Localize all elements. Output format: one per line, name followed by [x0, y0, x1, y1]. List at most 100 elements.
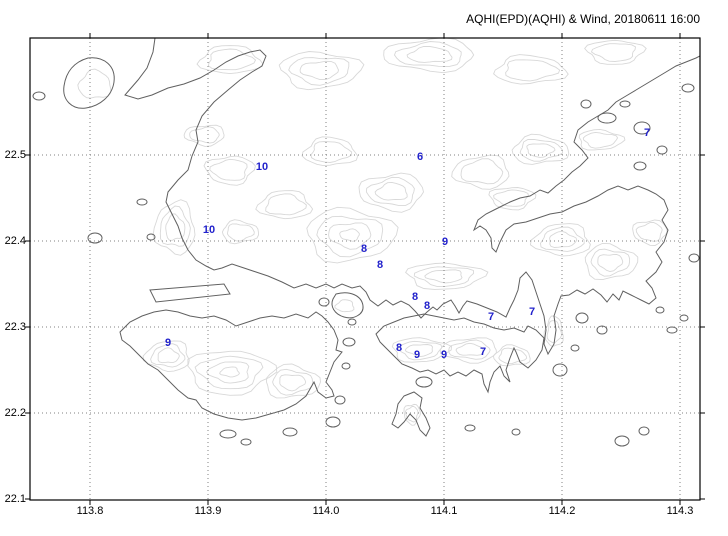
island-outline [240, 438, 252, 446]
x-tick-label: 113.9 [194, 505, 222, 517]
station-aqhi-value: 10 [255, 161, 269, 173]
contour-line [272, 368, 314, 396]
y-tick-label: 22.3 [4, 321, 26, 333]
contour-line [439, 337, 497, 364]
island-outline [679, 314, 689, 322]
contour-line [383, 38, 475, 74]
contour-line [549, 230, 578, 248]
island-outline [633, 161, 647, 171]
contour-line [77, 68, 112, 99]
contour-line [279, 374, 307, 392]
island-outline [656, 145, 668, 155]
contour-line [460, 158, 504, 185]
station-aqhi-value: 7 [643, 127, 651, 139]
gridlines [30, 38, 700, 500]
island-outline [638, 426, 650, 436]
station-aqhi-value: 7 [487, 311, 495, 323]
station-aqhi-value: 6 [416, 151, 424, 163]
island-outline [341, 362, 351, 370]
contour-line [448, 339, 491, 360]
coastline-path [149, 283, 231, 303]
island-outline [511, 428, 521, 436]
contour-line [424, 269, 463, 284]
coastlines [32, 38, 700, 447]
y-tick-label: 22.2 [4, 407, 26, 419]
contour-line [209, 158, 248, 181]
terrain-contours [77, 38, 668, 426]
contour-line [526, 143, 556, 158]
contour-line [584, 39, 647, 65]
contour-line [543, 315, 564, 347]
contour-line [299, 60, 339, 81]
island-outline [655, 306, 665, 314]
contour-line [150, 343, 186, 368]
contour-line [157, 347, 180, 364]
x-tick-label: 114.1 [430, 505, 458, 517]
contour-line [306, 206, 399, 264]
island-outline [688, 253, 700, 263]
contour-line [413, 266, 475, 287]
station-aqhi-value: 9 [440, 349, 448, 361]
contour-line [358, 172, 424, 213]
contour-line [142, 340, 190, 373]
x-tick-label: 114.2 [548, 505, 576, 517]
contour-line [505, 59, 561, 82]
station-aqhi-value: 8 [360, 243, 368, 255]
contour-line [529, 223, 591, 257]
island-outline [146, 233, 156, 241]
contour-line [165, 213, 186, 241]
contour-line [493, 54, 569, 85]
station-aqhi-value: 9 [164, 337, 172, 349]
station-aqhi-value: 7 [479, 346, 487, 358]
contour-line [498, 347, 528, 365]
coastline-path [124, 38, 700, 356]
contour-line [546, 320, 562, 344]
contour-line [403, 403, 421, 426]
contour-line [406, 46, 453, 63]
contour-line [265, 193, 307, 216]
y-tick-label: 22.5 [4, 149, 26, 161]
island-outline [619, 100, 631, 108]
contour-line [221, 219, 259, 245]
contour-line [288, 57, 350, 86]
island-outline [318, 297, 330, 307]
contour-line [301, 136, 359, 167]
plot-frame [25, 33, 705, 505]
contour-line [632, 219, 668, 246]
y-tick-label: 22.1 [4, 493, 26, 505]
contour-line [196, 45, 264, 75]
contour-line [152, 199, 196, 256]
contour-line [316, 215, 384, 258]
contour-line [219, 366, 240, 378]
station-aqhi-value: 9 [441, 236, 449, 248]
contour-line [266, 363, 321, 399]
plot-border [29, 37, 701, 501]
island-outline [552, 363, 568, 377]
contour-line [597, 253, 624, 272]
contour-line [203, 155, 256, 186]
contour-line [455, 342, 484, 356]
island-outline [325, 416, 341, 428]
station-aqhi-value: 10 [202, 224, 216, 236]
station-aqhi-value: 9 [413, 349, 421, 361]
island-outline [136, 198, 148, 206]
station-aqhi-value: 8 [411, 291, 419, 303]
map-title: AQHI(EPD)(AQHI) & Wind, 20180611 16:00 [466, 12, 700, 26]
island-outline [87, 232, 103, 244]
station-aqhi-value: 8 [395, 342, 403, 354]
island-outline [633, 121, 651, 135]
contour-line [451, 154, 510, 190]
island-outline [580, 99, 592, 109]
island-outline [219, 429, 237, 439]
island-outline [666, 326, 678, 334]
x-tick-label: 113.8 [76, 505, 104, 517]
coastline-path [331, 292, 364, 319]
contour-line [194, 355, 264, 390]
island-outline [32, 91, 46, 101]
contour-line [189, 126, 220, 144]
contour-line [339, 228, 360, 242]
contour-line [405, 262, 489, 290]
contour-line [206, 361, 250, 384]
coastline-path [391, 391, 431, 437]
